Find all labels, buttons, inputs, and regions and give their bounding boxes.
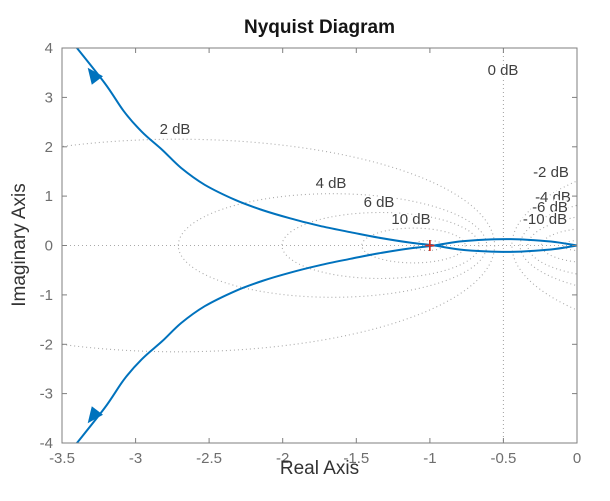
direction-arrow [87,406,103,424]
db-circle-6dB [281,211,480,280]
y-tick-label: 2 [45,139,53,156]
x-tick-label: -2 [276,450,289,467]
x-tick-label: -0.5 [490,450,516,467]
x-tick-label: -3 [129,450,142,467]
plot-box [61,47,578,444]
y-axis-label: Imaginary Axis [9,183,30,307]
db-grid-label: -4 dB [535,189,571,206]
db-grid-label: -10 dB [523,211,567,228]
x-tick-label: -1.5 [343,450,369,467]
db-grid-label: -2 dB [533,164,569,181]
x-tick-label: -1 [423,450,436,467]
db-circle-20dB [412,239,444,252]
y-tick-label: 4 [45,40,53,57]
y-tick-label: 3 [45,89,53,106]
y-tick-label: -1 [40,287,53,304]
db-grid-label: 4 dB [316,175,347,192]
chart-title: Nyquist Diagram [244,17,395,38]
db-circle--20dB [563,239,577,252]
db-grid-label: -6 dB [532,199,568,216]
db-grid-label: 10 dB [391,211,430,228]
x-tick-label: 0 [573,450,581,467]
y-tick-label: 1 [45,188,53,205]
nyquist-curve-positive-branch [75,48,577,253]
y-tick-label: -4 [40,435,53,452]
db-grid-label: 0 dB [488,62,519,79]
db-grid [62,48,577,443]
x-tick-label: -3.5 [49,450,75,467]
nyquist-curve-group [75,48,577,443]
db-grid-label: 6 dB [364,194,395,211]
y-tick-label: -2 [40,336,53,353]
db-grid-label: 2 dB [160,121,191,138]
y-tick-label: -3 [40,386,53,403]
direction-arrow [87,67,103,85]
x-axis-label: Real Axis [279,458,360,479]
y-tick-label: 0 [45,238,53,255]
db-circle-10dB [361,227,466,264]
x-tick-label: -2.5 [196,450,222,467]
critical-point-marker [425,240,435,251]
nyquist-curve-negative-branch [75,238,577,443]
